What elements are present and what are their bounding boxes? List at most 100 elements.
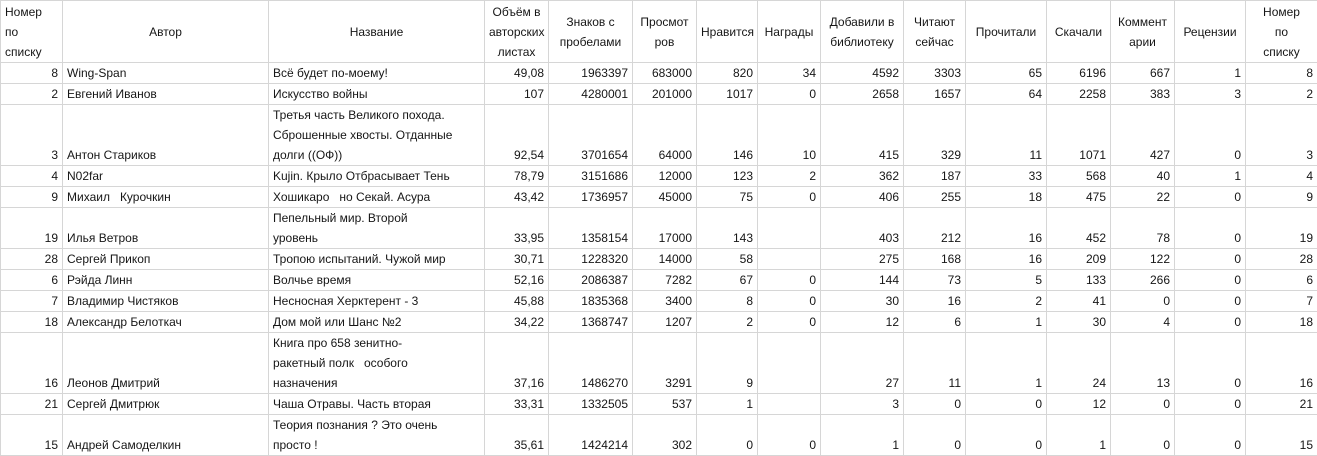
cell-downloads[interactable]: 1 (1047, 415, 1111, 456)
cell-num-left[interactable]: 21 (1, 394, 63, 415)
cell-num-left[interactable]: 8 (1, 63, 63, 84)
cell-likes[interactable]: 75 (697, 187, 758, 208)
cell-chars-with-spaces[interactable]: 1228320 (549, 249, 633, 270)
cell-awards[interactable]: 0 (758, 187, 821, 208)
cell-reviews[interactable]: 0 (1175, 249, 1246, 270)
cell-reviews[interactable]: 0 (1175, 270, 1246, 291)
cell-comments[interactable]: 22 (1111, 187, 1175, 208)
cell-comments[interactable]: 4 (1111, 312, 1175, 333)
cell-chars-with-spaces[interactable]: 1424214 (549, 415, 633, 456)
cell-title[interactable]: Чаша Отравы. Часть вторая (269, 394, 485, 415)
cell-added-to-library[interactable]: 12 (821, 312, 904, 333)
cell-reviews[interactable]: 0 (1175, 394, 1246, 415)
cell-num-left[interactable]: 16 (1, 333, 63, 394)
cell-finished-reading[interactable]: 1 (966, 312, 1047, 333)
cell-reading-now[interactable]: 11 (904, 333, 966, 394)
header-cell-num-left[interactable]: Номер по списку (1, 1, 63, 63)
header-cell-author[interactable]: Автор (63, 1, 269, 63)
header-cell-likes[interactable]: Нравится (697, 1, 758, 63)
cell-views[interactable]: 3291 (633, 333, 697, 394)
cell-added-to-library[interactable]: 144 (821, 270, 904, 291)
cell-downloads[interactable]: 12 (1047, 394, 1111, 415)
cell-added-to-library[interactable]: 2658 (821, 84, 904, 105)
cell-downloads[interactable]: 209 (1047, 249, 1111, 270)
cell-volume-author-sheets[interactable]: 37,16 (485, 333, 549, 394)
cell-num-right[interactable]: 2 (1246, 84, 1317, 105)
cell-title[interactable]: Хошикаро но Секай. Асура (269, 187, 485, 208)
cell-reviews[interactable]: 3 (1175, 84, 1246, 105)
cell-volume-author-sheets[interactable]: 107 (485, 84, 549, 105)
cell-views[interactable]: 1207 (633, 312, 697, 333)
cell-author[interactable]: Евгений Иванов (63, 84, 269, 105)
cell-chars-with-spaces[interactable]: 1835368 (549, 291, 633, 312)
cell-author[interactable]: N02far (63, 166, 269, 187)
cell-volume-author-sheets[interactable]: 92,54 (485, 105, 549, 166)
cell-reading-now[interactable]: 329 (904, 105, 966, 166)
header-cell-awards[interactable]: Награды (758, 1, 821, 63)
cell-reviews[interactable]: 1 (1175, 63, 1246, 84)
cell-likes[interactable]: 58 (697, 249, 758, 270)
cell-awards[interactable]: 10 (758, 105, 821, 166)
cell-author[interactable]: Сергей Прикоп (63, 249, 269, 270)
cell-added-to-library[interactable]: 275 (821, 249, 904, 270)
cell-finished-reading[interactable]: 1 (966, 333, 1047, 394)
cell-author[interactable]: Андрей Самоделкин (63, 415, 269, 456)
cell-num-left[interactable]: 9 (1, 187, 63, 208)
cell-finished-reading[interactable]: 16 (966, 208, 1047, 249)
cell-awards[interactable]: 0 (758, 312, 821, 333)
cell-likes[interactable]: 2 (697, 312, 758, 333)
cell-volume-author-sheets[interactable]: 33,31 (485, 394, 549, 415)
cell-comments[interactable]: 78 (1111, 208, 1175, 249)
cell-reading-now[interactable]: 187 (904, 166, 966, 187)
cell-chars-with-spaces[interactable]: 1368747 (549, 312, 633, 333)
cell-comments[interactable]: 13 (1111, 333, 1175, 394)
cell-num-right[interactable]: 16 (1246, 333, 1317, 394)
cell-finished-reading[interactable]: 33 (966, 166, 1047, 187)
cell-likes[interactable]: 67 (697, 270, 758, 291)
cell-likes[interactable]: 1017 (697, 84, 758, 105)
cell-volume-author-sheets[interactable]: 45,88 (485, 291, 549, 312)
cell-downloads[interactable]: 30 (1047, 312, 1111, 333)
header-cell-comments[interactable]: Коммент арии (1111, 1, 1175, 63)
cell-reading-now[interactable]: 1657 (904, 84, 966, 105)
cell-downloads[interactable]: 452 (1047, 208, 1111, 249)
cell-awards[interactable]: 2 (758, 166, 821, 187)
cell-awards[interactable] (758, 249, 821, 270)
cell-finished-reading[interactable]: 65 (966, 63, 1047, 84)
cell-views[interactable]: 14000 (633, 249, 697, 270)
cell-num-left[interactable]: 2 (1, 84, 63, 105)
cell-reviews[interactable]: 0 (1175, 312, 1246, 333)
cell-reviews[interactable]: 1 (1175, 166, 1246, 187)
cell-views[interactable]: 64000 (633, 105, 697, 166)
cell-likes[interactable]: 0 (697, 415, 758, 456)
cell-finished-reading[interactable]: 2 (966, 291, 1047, 312)
cell-comments[interactable]: 383 (1111, 84, 1175, 105)
cell-added-to-library[interactable]: 415 (821, 105, 904, 166)
cell-author[interactable]: Wing-Span (63, 63, 269, 84)
cell-chars-with-spaces[interactable]: 1486270 (549, 333, 633, 394)
cell-volume-author-sheets[interactable]: 43,42 (485, 187, 549, 208)
cell-num-right[interactable]: 6 (1246, 270, 1317, 291)
cell-downloads[interactable]: 1071 (1047, 105, 1111, 166)
cell-likes[interactable]: 820 (697, 63, 758, 84)
header-cell-views[interactable]: Просмот ров (633, 1, 697, 63)
cell-awards[interactable] (758, 208, 821, 249)
cell-chars-with-spaces[interactable]: 3701654 (549, 105, 633, 166)
cell-num-left[interactable]: 7 (1, 291, 63, 312)
cell-likes[interactable]: 146 (697, 105, 758, 166)
cell-num-left[interactable]: 18 (1, 312, 63, 333)
cell-awards[interactable]: 0 (758, 270, 821, 291)
cell-comments[interactable]: 40 (1111, 166, 1175, 187)
header-cell-chars-with-spaces[interactable]: Знаков с пробелами (549, 1, 633, 63)
cell-comments[interactable]: 0 (1111, 415, 1175, 456)
cell-author[interactable]: Владимир Чистяков (63, 291, 269, 312)
header-cell-title[interactable]: Название (269, 1, 485, 63)
cell-author[interactable]: Михаил Курочкин (63, 187, 269, 208)
cell-downloads[interactable]: 568 (1047, 166, 1111, 187)
cell-reading-now[interactable]: 212 (904, 208, 966, 249)
cell-reviews[interactable]: 0 (1175, 187, 1246, 208)
cell-title[interactable]: Несносная Херктерент - 3 (269, 291, 485, 312)
cell-views[interactable]: 12000 (633, 166, 697, 187)
cell-reviews[interactable]: 0 (1175, 415, 1246, 456)
cell-views[interactable]: 302 (633, 415, 697, 456)
